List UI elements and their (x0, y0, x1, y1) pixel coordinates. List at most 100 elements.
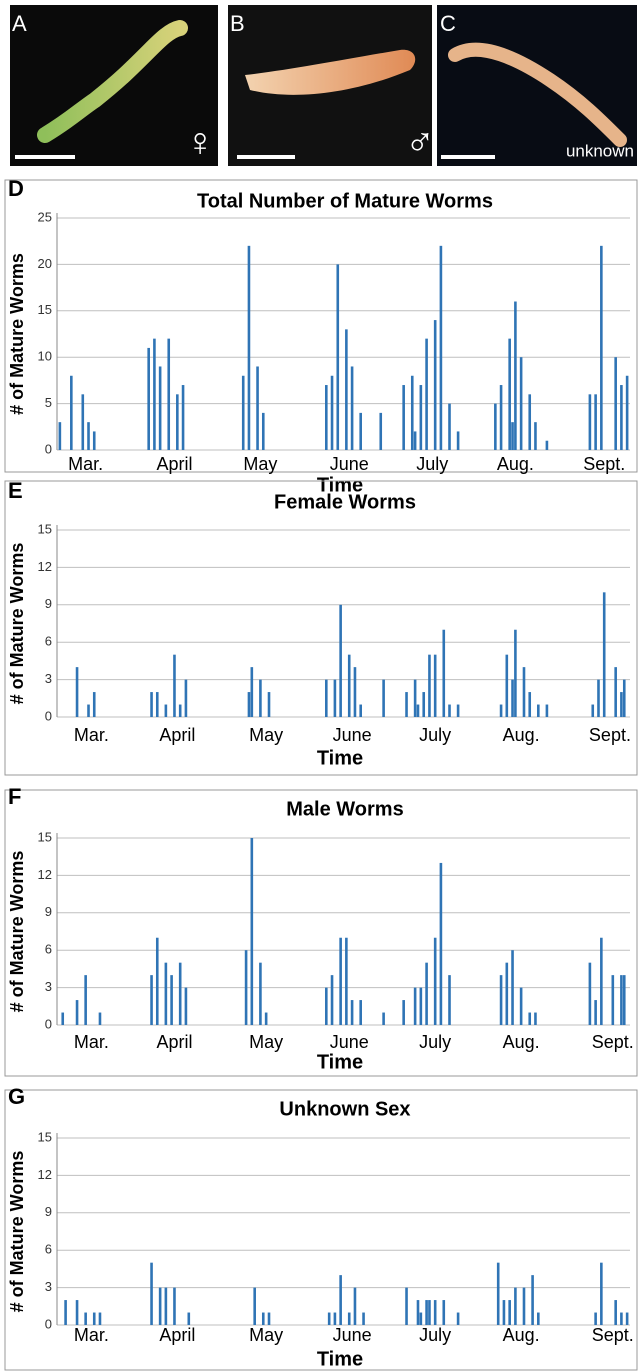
bar (325, 679, 328, 717)
y-tick-label: 20 (38, 256, 52, 271)
panel-label: G (8, 1084, 25, 1109)
x-tick-label: Sept. (592, 1325, 634, 1345)
bar (347, 1312, 351, 1325)
x-tick-label: May (249, 1032, 283, 1052)
y-tick-label: 9 (45, 1204, 52, 1219)
x-tick-label: Mar. (74, 725, 109, 745)
bar (456, 431, 460, 450)
x-tick-label: July (419, 1325, 451, 1345)
bar (325, 987, 328, 1025)
panel-frame (4, 480, 638, 776)
x-tick-label: June (333, 725, 372, 745)
bar (419, 385, 423, 450)
y-tick-label: 0 (45, 708, 52, 723)
bar (325, 385, 328, 450)
panel-label: F (8, 784, 21, 809)
bar (511, 422, 514, 450)
y-tick-label: 6 (45, 1242, 52, 1257)
worm (448, 42, 627, 147)
bar (405, 692, 408, 717)
x-tick-label: Aug. (503, 1325, 540, 1345)
bar (64, 1300, 67, 1325)
y-tick-label: 6 (45, 942, 52, 957)
x-tick-label: Sept. (583, 454, 625, 474)
y-tick-label: 15 (38, 1129, 52, 1144)
bar (622, 679, 626, 717)
bar (75, 1300, 79, 1325)
bar (184, 987, 188, 1025)
bar (153, 338, 156, 450)
y-tick-label: 0 (45, 1016, 52, 1031)
chart-title: Total Number of Mature Worms (197, 190, 493, 212)
bar (247, 245, 251, 450)
bar (87, 704, 90, 717)
bar (508, 1300, 511, 1325)
x-tick-label: April (159, 725, 195, 745)
bar (92, 1312, 96, 1325)
bar (419, 1312, 423, 1325)
x-tick-label: Aug. (497, 454, 534, 474)
x-tick-label: May (249, 1325, 283, 1345)
bar (433, 320, 437, 450)
bar (625, 375, 629, 450)
y-tick-label: 9 (45, 596, 52, 611)
worm (245, 49, 416, 95)
bar (545, 440, 549, 450)
bar (508, 338, 511, 450)
y-tick-label: 9 (45, 904, 52, 919)
bar (147, 347, 150, 450)
bar (522, 1287, 526, 1325)
bar (614, 1300, 617, 1325)
bar (433, 1300, 437, 1325)
x-tick-label: April (156, 1032, 192, 1052)
bar (84, 975, 87, 1025)
bar (347, 654, 351, 717)
bar (514, 301, 517, 450)
bar (405, 1287, 408, 1325)
x-tick-label: June (330, 1032, 369, 1052)
bar (428, 654, 431, 717)
bar (419, 987, 423, 1025)
bar (519, 357, 523, 450)
bar (528, 1012, 532, 1025)
x-tick-label: Sept. (592, 1032, 634, 1052)
bar (379, 412, 383, 450)
y-tick-label: 3 (45, 1279, 52, 1294)
y-tick-label: 12 (38, 559, 52, 574)
chart-title: Female Worms (274, 491, 416, 513)
bar (250, 838, 254, 1025)
bar (164, 962, 168, 1025)
x-tick-label: July (419, 725, 451, 745)
bar (416, 704, 420, 717)
bar (528, 394, 532, 450)
bar (382, 1012, 385, 1025)
bar (359, 412, 362, 450)
photo-caption: unknown (566, 141, 634, 160)
bar (448, 704, 451, 717)
bar (422, 692, 426, 717)
bar (359, 704, 362, 717)
bar (350, 366, 354, 450)
x-tick-label: Aug. (503, 725, 540, 745)
y-axis-label: # of Mature Worms (7, 1151, 27, 1313)
bar (87, 422, 90, 450)
bar (620, 385, 623, 450)
bar (534, 1012, 537, 1025)
x-axis-label: Time (317, 747, 363, 769)
bar (519, 987, 523, 1025)
x-tick-label: May (243, 454, 277, 474)
bar (494, 403, 497, 450)
bar (350, 1000, 354, 1025)
bar (597, 679, 600, 717)
bar (594, 1000, 597, 1025)
panel-label: B (230, 11, 245, 36)
x-tick-label: Mar. (74, 1325, 109, 1345)
bar (158, 366, 162, 450)
bar (456, 1312, 460, 1325)
y-tick-label: 5 (45, 395, 52, 410)
y-tick-label: 10 (38, 349, 52, 364)
x-tick-label: May (249, 725, 283, 745)
bar (84, 1312, 87, 1325)
bar (448, 403, 451, 450)
bar (620, 1312, 623, 1325)
